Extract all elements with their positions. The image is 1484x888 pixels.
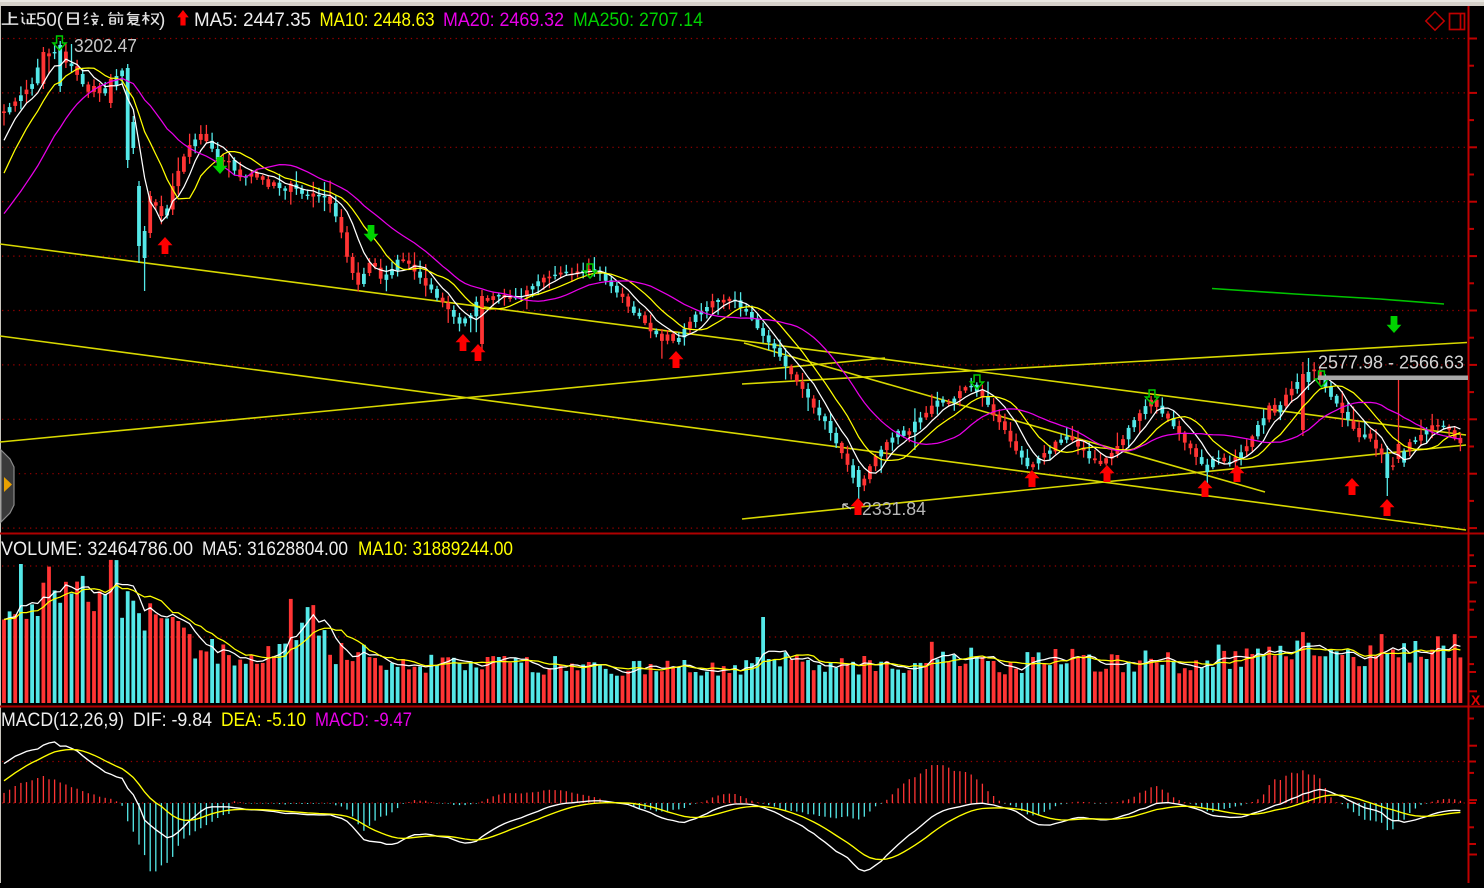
svg-text:50(: 50( bbox=[36, 10, 64, 31]
svg-text:2331.84: 2331.84 bbox=[862, 499, 926, 519]
svg-text:MACD(12,26,9): MACD(12,26,9) bbox=[1, 710, 124, 731]
svg-text:MA5: 31628804.00: MA5: 31628804.00 bbox=[202, 539, 348, 560]
svg-text:.: . bbox=[100, 10, 105, 31]
svg-text:3202.47: 3202.47 bbox=[74, 36, 137, 56]
svg-text:MA5: 2447.35: MA5: 2447.35 bbox=[194, 10, 311, 31]
svg-text:MA10: 2448.63: MA10: 2448.63 bbox=[320, 10, 435, 31]
svg-text:MA10: 31889244.00: MA10: 31889244.00 bbox=[358, 539, 513, 560]
svg-text:MA20: 2469.32: MA20: 2469.32 bbox=[443, 10, 564, 31]
svg-text:MACD: -9.47: MACD: -9.47 bbox=[315, 710, 412, 731]
svg-text:DEA: -5.10: DEA: -5.10 bbox=[221, 710, 306, 731]
svg-text:DIF: -9.84: DIF: -9.84 bbox=[133, 710, 212, 731]
svg-text:2577.98 - 2566.63: 2577.98 - 2566.63 bbox=[1318, 353, 1464, 373]
svg-text:X: X bbox=[1471, 692, 1481, 708]
svg-text:MA250: 2707.14: MA250: 2707.14 bbox=[573, 10, 703, 31]
svg-text:VOLUME: 32464786.00: VOLUME: 32464786.00 bbox=[1, 539, 193, 560]
svg-text:): ) bbox=[159, 10, 165, 31]
